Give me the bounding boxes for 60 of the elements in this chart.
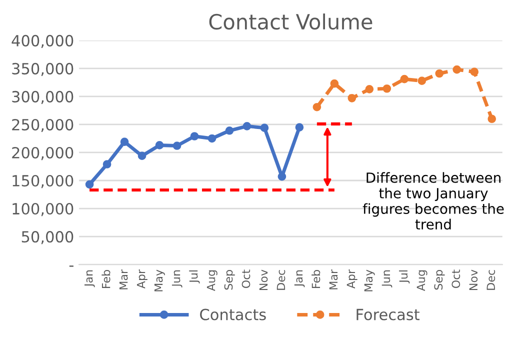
y-tick-label: 100,000 xyxy=(12,202,74,216)
x-tick-label: Nov xyxy=(259,270,268,290)
point xyxy=(225,126,234,135)
y-tick-label: 50,000 xyxy=(22,230,74,244)
point xyxy=(295,123,304,132)
y-tick-label: 200,000 xyxy=(12,146,74,160)
y-tick-label: 250,000 xyxy=(12,118,74,132)
point xyxy=(382,84,392,93)
point xyxy=(102,160,112,168)
y-tick-label: 400,000 xyxy=(12,34,74,48)
x-tick-label: Jul xyxy=(189,270,200,284)
x-tick-label: Aug xyxy=(206,270,218,292)
x-tick-label: Mar xyxy=(329,269,338,290)
x-tick-label: Jul xyxy=(399,270,410,284)
y-tick-label: - xyxy=(69,266,74,267)
x-tick-label: Jun xyxy=(382,270,392,288)
legend-label: Forecast xyxy=(356,308,420,320)
point xyxy=(348,94,356,102)
x-tick-label: Aug xyxy=(416,270,428,292)
x-tick-label: Oct xyxy=(452,270,460,288)
x-tick-label: Sep xyxy=(434,270,445,290)
point xyxy=(242,122,252,130)
x-tick-label: Oct xyxy=(242,270,250,288)
x-tick-label: Jun xyxy=(172,270,182,288)
annotation: Difference between the two January figures becomes the trend xyxy=(362,172,504,230)
point xyxy=(400,74,409,84)
legend-label: Contacts xyxy=(200,308,266,320)
chart-title: Contact Volume xyxy=(209,14,372,30)
x-tick-label: Mar xyxy=(119,269,128,290)
x-tick-label: Apr xyxy=(136,269,148,289)
x-tick-label: Apr xyxy=(346,269,358,289)
y-tick-label: 150,000 xyxy=(12,174,74,188)
point xyxy=(312,102,322,112)
x-tick-label: Jan xyxy=(84,270,95,288)
y-tick-label: 350,000 xyxy=(12,62,74,76)
point xyxy=(470,68,479,76)
point xyxy=(330,79,339,88)
y-tick-label: 300,000 xyxy=(12,90,74,104)
point xyxy=(85,180,94,189)
x-tick-label: May xyxy=(154,270,165,292)
x-tick-label: Dec xyxy=(276,270,286,290)
x-tick-label: Feb xyxy=(312,270,320,288)
x-tick-label: May xyxy=(364,270,375,292)
point xyxy=(365,85,374,94)
x-tick-label: Feb xyxy=(102,270,110,288)
point xyxy=(418,76,426,85)
point xyxy=(190,132,199,140)
point xyxy=(260,124,269,132)
point xyxy=(435,69,444,78)
x-tick-label: Dec xyxy=(486,270,496,290)
point xyxy=(155,141,164,150)
point xyxy=(488,114,496,124)
x-tick-label: Jan xyxy=(294,270,305,288)
point xyxy=(208,134,216,143)
point xyxy=(120,138,129,146)
x-tick-label: Nov xyxy=(469,270,478,290)
point xyxy=(452,65,462,74)
x-tick-label: Sep xyxy=(224,270,235,290)
point xyxy=(172,142,182,150)
point xyxy=(138,152,146,160)
